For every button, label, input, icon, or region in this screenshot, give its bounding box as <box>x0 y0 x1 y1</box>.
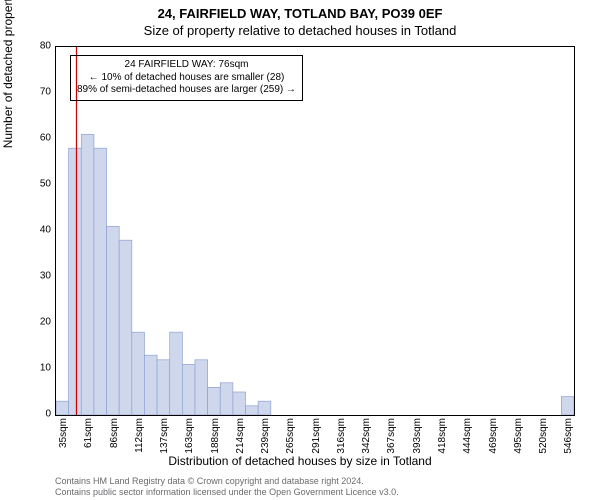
x-tick-label: 495sqm <box>513 418 524 458</box>
y-tick-label: 0 <box>11 409 51 420</box>
annotation-line-1: 24 FAIRFIELD WAY: 76sqm <box>77 59 296 72</box>
x-tick-label: 367sqm <box>386 418 397 458</box>
y-tick-label: 30 <box>11 271 51 282</box>
x-tick-label: 265sqm <box>285 418 296 458</box>
y-tick-label: 10 <box>11 363 51 374</box>
y-tick-label: 80 <box>11 41 51 52</box>
x-tick-label: 214sqm <box>235 418 246 458</box>
plot-area <box>55 46 575 416</box>
x-tick-label: 316sqm <box>336 418 347 458</box>
y-axis-title: Number of detached properties <box>1 0 15 148</box>
x-tick-label: 520sqm <box>538 418 549 458</box>
y-tick-label: 60 <box>11 133 51 144</box>
annotation-line-3: 89% of semi-detached houses are larger (… <box>77 84 296 97</box>
y-tick-label: 70 <box>11 87 51 98</box>
footer-line-2: Contains public sector information licen… <box>55 487 575 498</box>
x-tick-label: 444sqm <box>462 418 473 458</box>
y-tick-label: 50 <box>11 179 51 190</box>
y-tick-label: 40 <box>11 225 51 236</box>
annotation-box: 24 FAIRFIELD WAY: 76sqm ← 10% of detache… <box>70 55 303 101</box>
x-tick-label: 469sqm <box>488 418 499 458</box>
x-tick-label: 137sqm <box>159 418 170 458</box>
x-tick-label: 35sqm <box>58 418 69 458</box>
property-size-chart: 24, FAIRFIELD WAY, TOTLAND BAY, PO39 0EF… <box>0 0 600 500</box>
x-tick-label: 342sqm <box>361 418 372 458</box>
x-tick-label: 546sqm <box>563 418 574 458</box>
annotation-line-2: ← 10% of detached houses are smaller (28… <box>77 72 296 85</box>
x-tick-label: 163sqm <box>184 418 195 458</box>
chart-subtitle: Size of property relative to detached ho… <box>0 21 600 38</box>
x-tick-label: 393sqm <box>412 418 423 458</box>
x-tick-label: 188sqm <box>210 418 221 458</box>
x-tick-label: 112sqm <box>134 418 145 458</box>
y-tick-label: 20 <box>11 317 51 328</box>
chart-title: 24, FAIRFIELD WAY, TOTLAND BAY, PO39 0EF <box>0 0 600 21</box>
x-tick-label: 239sqm <box>260 418 271 458</box>
footer-line-1: Contains HM Land Registry data © Crown c… <box>55 476 575 487</box>
x-tick-label: 86sqm <box>109 418 120 458</box>
x-tick-label: 291sqm <box>311 418 322 458</box>
x-tick-label: 61sqm <box>83 418 94 458</box>
x-axis-title: Distribution of detached houses by size … <box>0 454 600 468</box>
x-tick-label: 418sqm <box>437 418 448 458</box>
chart-footer: Contains HM Land Registry data © Crown c… <box>55 476 575 498</box>
